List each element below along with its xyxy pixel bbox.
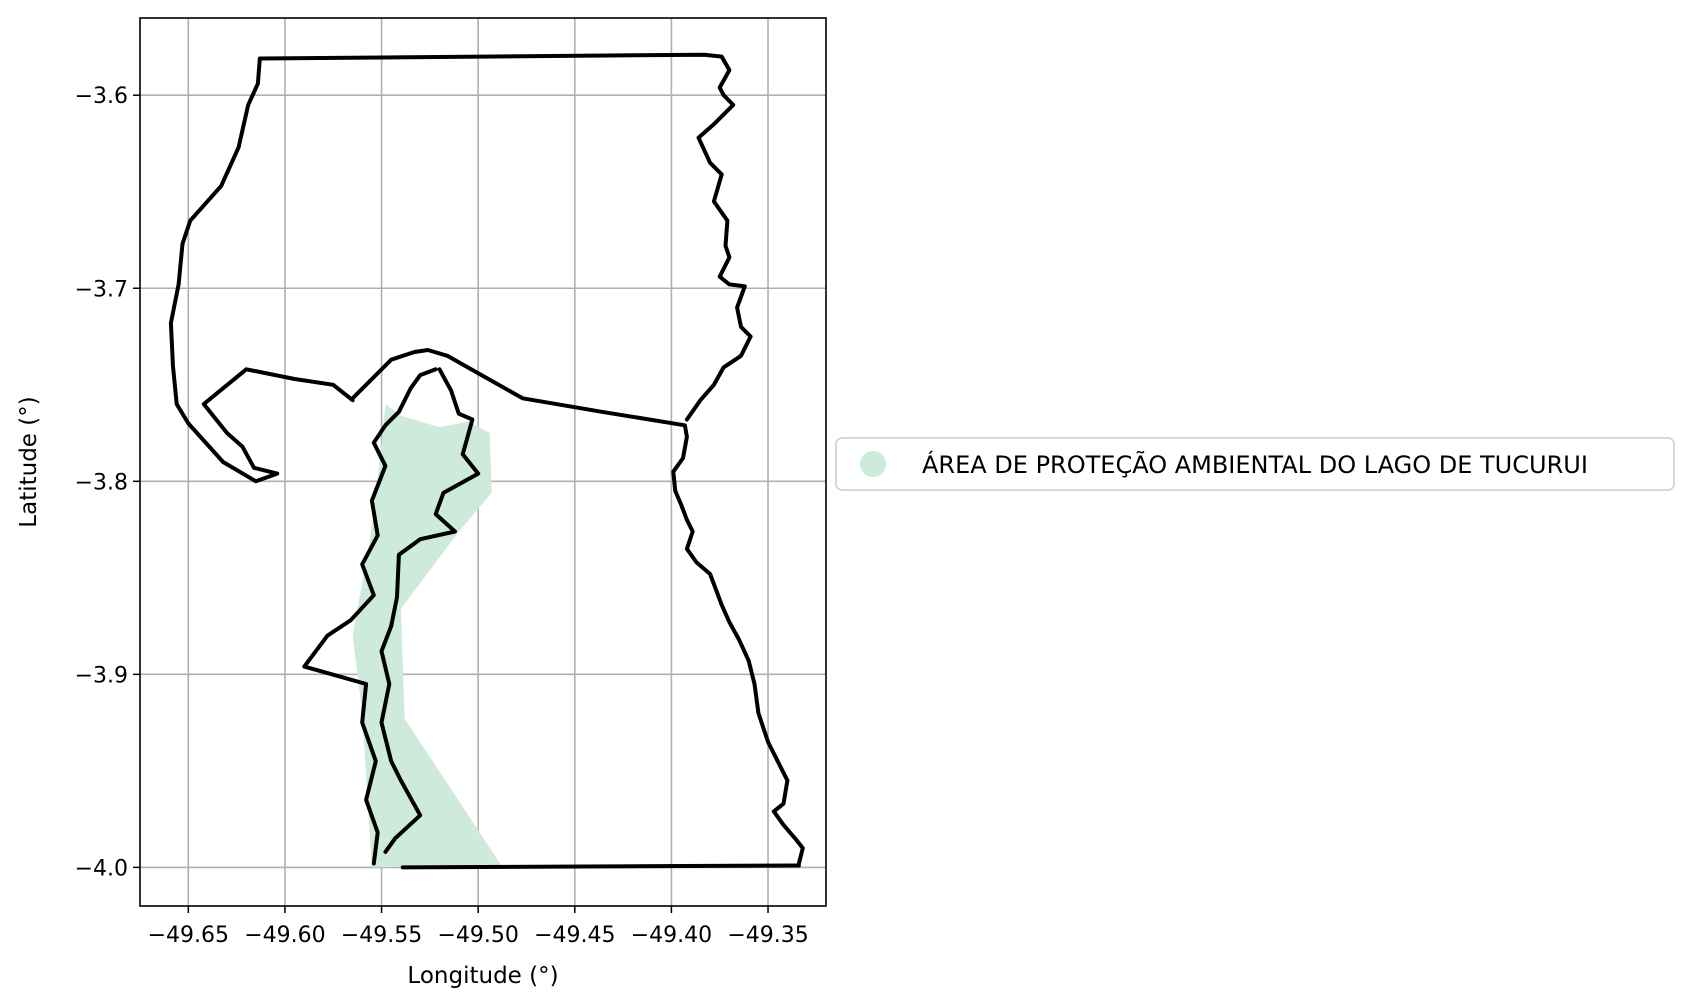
x-tick-label: −49.55 [341, 923, 422, 948]
x-axis-ticks: −49.65 −49.60 −49.55 −49.50 −49.45 −49.40 −49.… [148, 906, 809, 948]
y-axis-ticks: −3.6 −3.7 −3.8 −3.9 −4.0 [75, 84, 140, 881]
legend: ÁREA DE PROTEÇÃO AMBIENTAL DO LAGO DE TU… [835, 437, 1675, 491]
x-tick-label: −49.35 [727, 923, 808, 948]
y-tick-label: −3.9 [75, 663, 128, 688]
y-tick-label: −3.8 [75, 470, 128, 495]
boundary-layer [168, 52, 805, 870]
plot-area [139, 17, 827, 907]
x-tick-label: −49.65 [148, 923, 229, 948]
y-axis-label: Latitude (°) [16, 396, 42, 527]
y-tick-label: −3.7 [75, 277, 128, 302]
x-axis-label: Longitude (°) [407, 963, 558, 989]
x-tick-label: −49.50 [437, 923, 518, 948]
y-tick-label: −3.6 [75, 84, 128, 109]
boundary-north-outline [350, 348, 805, 866]
boundary-inner-west-shore [302, 367, 438, 866]
legend-box [835, 437, 1675, 491]
boundary-inner-east-shore [379, 367, 481, 854]
boundary-upper-outline [168, 52, 753, 484]
y-tick-label: −4.0 [75, 856, 128, 881]
legend-entry-label: ÁREA DE PROTEÇÃO AMBIENTAL DO LAGO DE TU… [922, 449, 1588, 479]
boundary-south-outline [400, 863, 801, 870]
x-tick-label: −49.40 [631, 923, 712, 948]
plot-frame [139, 17, 827, 907]
legend-marker [860, 451, 886, 477]
x-tick-label: −49.45 [534, 923, 615, 948]
x-tick-label: −49.60 [244, 923, 325, 948]
